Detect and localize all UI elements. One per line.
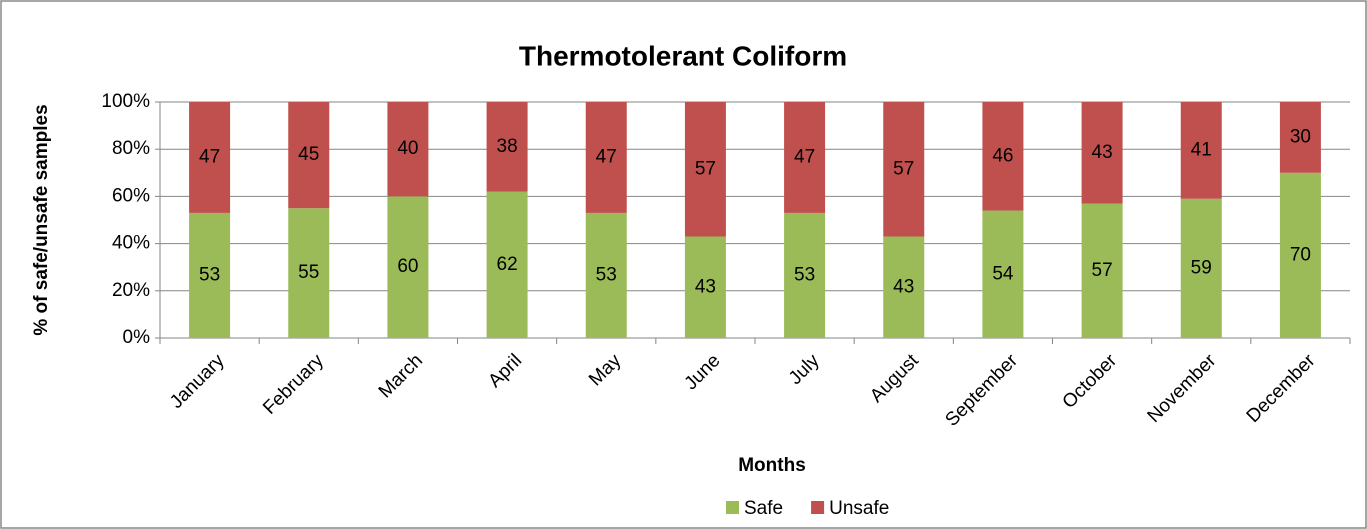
y-tick-label: 80%	[112, 138, 150, 159]
x-axis-label: Months	[738, 455, 806, 476]
data-label: 43	[893, 276, 914, 297]
data-label: 55	[298, 262, 319, 283]
data-label: 38	[497, 136, 518, 157]
bar-segment	[486, 102, 528, 192]
data-label: 59	[1191, 257, 1212, 278]
bar-segment	[1279, 172, 1321, 338]
bar-segment	[486, 191, 528, 338]
data-label: 54	[992, 263, 1014, 284]
y-tick-label: 100%	[101, 91, 150, 112]
data-label: 53	[199, 264, 220, 285]
y-tick-label: 40%	[112, 233, 150, 254]
data-label: 43	[1092, 142, 1113, 163]
data-label: 45	[298, 144, 319, 165]
bar-segment	[1279, 102, 1321, 173]
bar-segment	[684, 236, 726, 338]
data-label: 62	[497, 254, 518, 275]
bar-segment	[189, 212, 231, 338]
data-label: 47	[199, 146, 220, 167]
bar-segment	[982, 102, 1024, 211]
data-label: 30	[1290, 126, 1311, 147]
y-tick-label: 0%	[123, 327, 151, 348]
data-label: 53	[794, 264, 815, 285]
data-label: 53	[596, 264, 617, 285]
bar-segment	[784, 212, 826, 338]
data-label: 57	[1092, 260, 1113, 281]
bar-segment	[784, 102, 826, 213]
data-label: 46	[992, 145, 1013, 166]
bar-segment	[585, 212, 627, 338]
bar-segment	[982, 210, 1024, 338]
bar-segment	[288, 102, 330, 209]
data-label: 57	[893, 158, 914, 179]
y-tick-label: 60%	[112, 185, 150, 206]
bar-segment	[1180, 102, 1222, 199]
data-label: 40	[397, 138, 418, 159]
data-label: 60	[397, 256, 418, 277]
legend-swatch	[811, 501, 825, 514]
y-tick-label: 20%	[112, 280, 150, 301]
bar-segment	[189, 102, 231, 213]
y-axis-label: % of safe/unsafe samples	[31, 104, 52, 335]
legend-label: Safe	[744, 498, 783, 519]
bar-segment	[585, 102, 627, 213]
bar-segment	[1081, 102, 1123, 204]
bar-segment	[684, 102, 726, 237]
bar-segment	[1180, 198, 1222, 338]
data-label: 47	[596, 146, 617, 167]
data-label: 70	[1290, 244, 1311, 265]
legend-label: Unsafe	[829, 498, 889, 519]
bar-segment	[288, 208, 330, 338]
bar-segment	[387, 102, 429, 197]
bar-segment	[387, 196, 429, 338]
bar-segment	[883, 102, 925, 237]
bar-segment	[1081, 203, 1123, 338]
data-label: 47	[794, 146, 815, 167]
chart-title: Thermotolerant Coliform	[519, 40, 847, 71]
bar-segment	[883, 236, 925, 338]
data-label: 57	[695, 158, 716, 179]
data-label: 43	[695, 276, 716, 297]
data-label: 41	[1191, 139, 1212, 160]
legend-swatch	[726, 501, 739, 514]
